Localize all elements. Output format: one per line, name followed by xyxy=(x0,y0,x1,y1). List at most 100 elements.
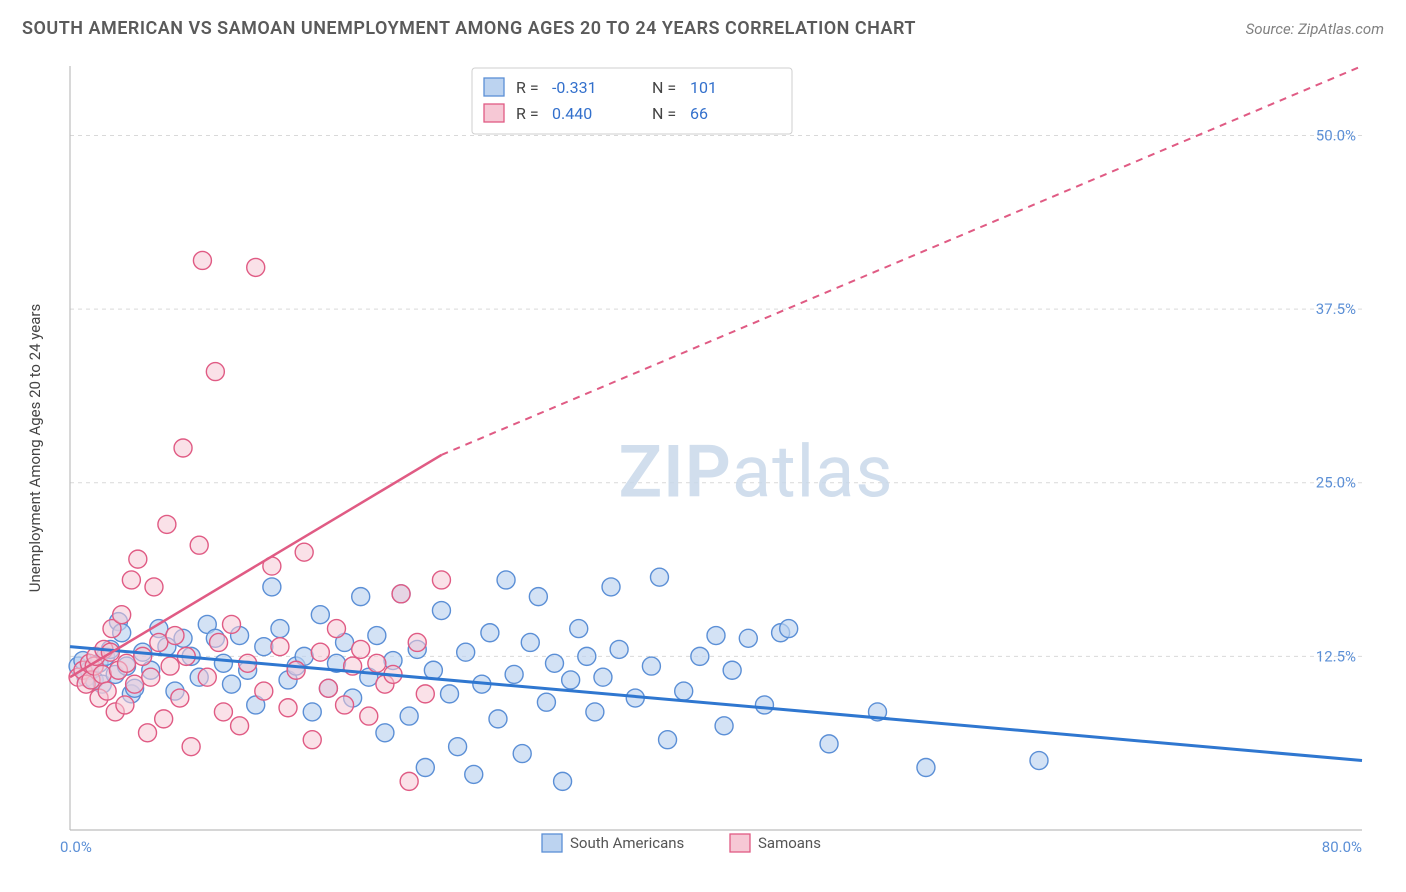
point-south_americans xyxy=(546,654,564,672)
point-south_americans xyxy=(400,707,418,725)
point-samoans xyxy=(214,703,232,721)
legend-n-value: 66 xyxy=(690,104,708,123)
point-south_americans xyxy=(424,661,442,679)
point-south_americans xyxy=(691,647,709,665)
point-samoans xyxy=(206,363,224,381)
point-samoans xyxy=(287,661,305,679)
point-samoans xyxy=(368,654,386,672)
point-south_americans xyxy=(1030,752,1048,770)
point-south_americans xyxy=(521,633,539,651)
point-samoans xyxy=(122,571,140,589)
point-south_americans xyxy=(513,745,531,763)
legend-r-label: R = xyxy=(516,78,539,97)
legend-n-label: N = xyxy=(652,78,676,97)
point-south_americans xyxy=(505,665,523,683)
point-samoans xyxy=(161,657,179,675)
point-south_americans xyxy=(311,606,329,624)
point-samoans xyxy=(182,738,200,756)
point-samoans xyxy=(174,439,192,457)
point-samoans xyxy=(193,251,211,269)
point-south_americans xyxy=(432,602,450,620)
point-samoans xyxy=(113,606,131,624)
point-samoans xyxy=(155,710,173,728)
point-samoans xyxy=(139,724,157,742)
y-tick-label: 37.5% xyxy=(1316,300,1356,318)
point-samoans xyxy=(166,627,184,645)
x-max-label: 80.0% xyxy=(1322,838,1362,856)
legend-r-value: -0.331 xyxy=(552,78,597,97)
point-south_americans xyxy=(610,640,628,658)
point-south_americans xyxy=(537,693,555,711)
legend-swatch xyxy=(484,104,504,122)
point-samoans xyxy=(223,615,241,633)
y-tick-label: 25.0% xyxy=(1316,474,1356,492)
point-south_americans xyxy=(755,696,773,714)
series-swatch xyxy=(730,834,750,852)
point-samoans xyxy=(190,536,208,554)
point-south_americans xyxy=(707,627,725,645)
watermark: ZIPatlas xyxy=(618,430,893,515)
chart-container: 12.5%25.0%37.5%50.0%Unemployment Among A… xyxy=(22,50,1384,882)
point-samoans xyxy=(129,550,147,568)
series-label: South Americans xyxy=(570,834,684,852)
point-samoans xyxy=(126,675,144,693)
point-south_americans xyxy=(917,758,935,776)
point-south_americans xyxy=(586,703,604,721)
point-south_americans xyxy=(497,571,515,589)
point-samoans xyxy=(400,772,418,790)
point-samoans xyxy=(311,643,329,661)
point-samoans xyxy=(295,543,313,561)
point-samoans xyxy=(116,696,134,714)
point-samoans xyxy=(319,679,337,697)
point-samoans xyxy=(142,668,160,686)
point-south_americans xyxy=(820,735,838,753)
point-samoans xyxy=(158,515,176,533)
point-south_americans xyxy=(416,758,434,776)
point-samoans xyxy=(352,640,370,658)
point-south_americans xyxy=(642,657,660,675)
point-samoans xyxy=(247,258,265,276)
chart-title: SOUTH AMERICAN VS SAMOAN UNEMPLOYMENT AM… xyxy=(22,18,916,39)
series-label: Samoans xyxy=(758,834,821,852)
point-samoans xyxy=(150,633,168,651)
point-south_americans xyxy=(715,717,733,735)
y-tick-label: 12.5% xyxy=(1316,647,1356,665)
legend-r-value: 0.440 xyxy=(552,104,592,123)
point-south_americans xyxy=(368,627,386,645)
point-south_americans xyxy=(214,654,232,672)
point-south_americans xyxy=(271,620,289,638)
y-axis-label: Unemployment Among Ages 20 to 24 years xyxy=(26,304,44,592)
legend-swatch xyxy=(484,78,504,96)
point-samoans xyxy=(210,633,228,651)
point-samoans xyxy=(327,620,345,638)
point-samoans xyxy=(271,638,289,656)
point-samoans xyxy=(279,699,297,717)
legend-n-label: N = xyxy=(652,104,676,123)
point-south_americans xyxy=(457,643,475,661)
point-samoans xyxy=(432,571,450,589)
point-south_americans xyxy=(529,588,547,606)
point-south_americans xyxy=(255,638,273,656)
point-south_americans xyxy=(780,620,798,638)
point-south_americans xyxy=(489,710,507,728)
point-samoans xyxy=(336,696,354,714)
point-south_americans xyxy=(465,765,483,783)
point-samoans xyxy=(98,682,116,700)
point-south_americans xyxy=(570,620,588,638)
point-south_americans xyxy=(739,629,757,647)
point-south_americans xyxy=(263,578,281,596)
point-south_americans xyxy=(578,647,596,665)
point-south_americans xyxy=(594,668,612,686)
legend-n-value: 101 xyxy=(690,78,717,97)
point-south_americans xyxy=(554,772,572,790)
source-label: Source: ZipAtlas.com xyxy=(1246,20,1384,38)
scatter-chart: 12.5%25.0%37.5%50.0%Unemployment Among A… xyxy=(22,50,1384,882)
point-samoans xyxy=(231,717,249,735)
point-samoans xyxy=(171,689,189,707)
point-samoans xyxy=(255,682,273,700)
legend-r-label: R = xyxy=(516,104,539,123)
point-south_americans xyxy=(675,682,693,700)
point-south_americans xyxy=(650,568,668,586)
point-south_americans xyxy=(562,671,580,689)
point-samoans xyxy=(392,585,410,603)
